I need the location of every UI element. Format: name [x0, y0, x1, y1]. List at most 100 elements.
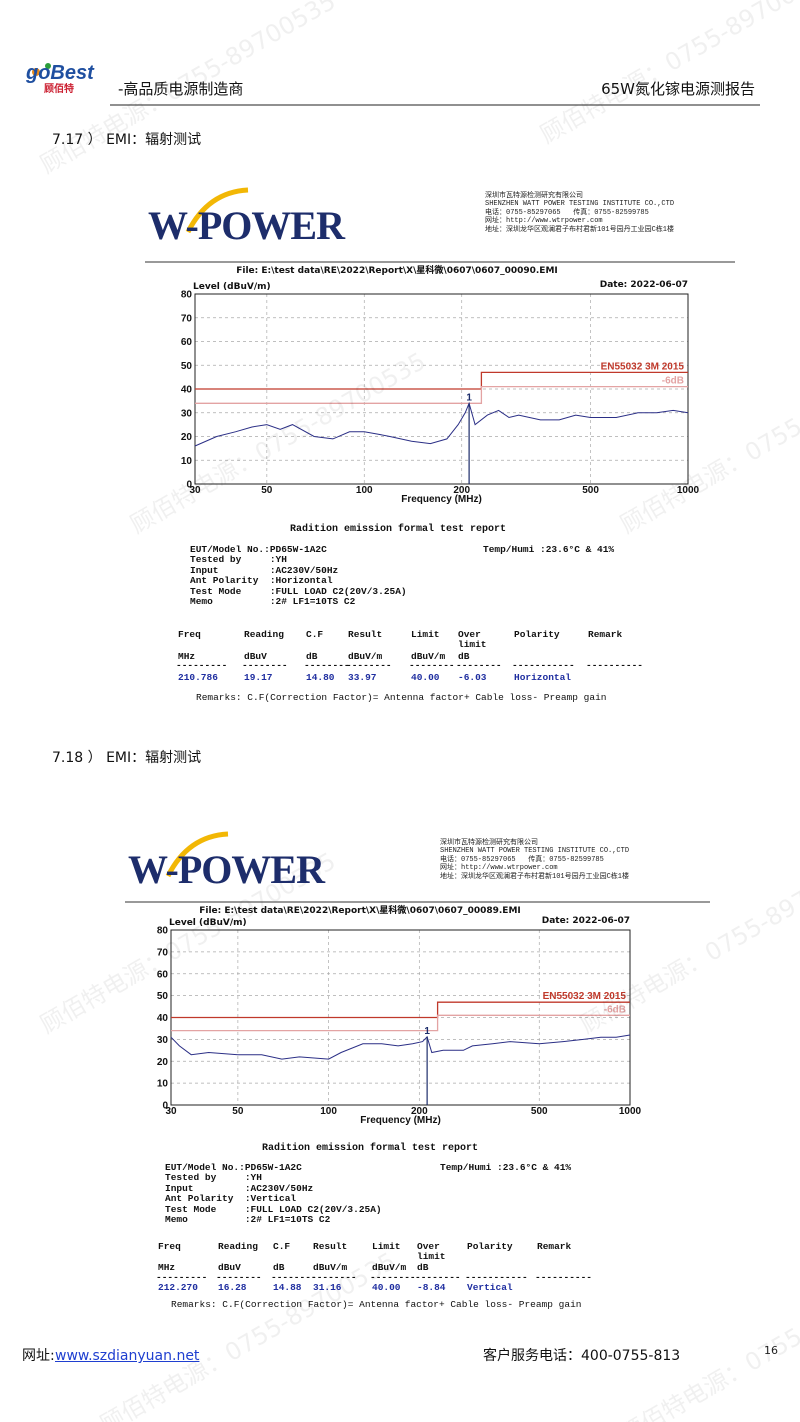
logo-dot	[45, 63, 51, 69]
table-header: Polarity	[467, 1241, 513, 1252]
y-tick-label: 0	[162, 1101, 168, 1112]
table-unit: MHz	[178, 651, 196, 662]
y-tick-label: 70	[157, 947, 169, 958]
footer-link[interactable]: www.szdianyuan.net	[55, 1348, 200, 1364]
table-dash: --------	[409, 660, 455, 671]
info-line: EUT/Model No.:PD65W-1A2C	[165, 1162, 302, 1173]
info-line: Memo :2# LF1=10TS C2	[190, 596, 356, 607]
remarks: Remarks: C.F(Correction Factor)= Antenna…	[171, 1299, 582, 1310]
table-header: Limit	[411, 629, 440, 640]
logo-dot	[32, 68, 40, 76]
table-unit: dBuV	[218, 1262, 241, 1273]
table-unit: dBuV/m	[313, 1262, 348, 1273]
table-dash: --------	[456, 660, 502, 671]
y-tick-label: 30	[181, 408, 193, 419]
table-header: Reading	[244, 629, 284, 640]
section-heading: 7.17 ） EMI：辐射测试	[52, 132, 202, 148]
y-tick-label: 40	[181, 385, 193, 396]
y-tick-label: 50	[181, 361, 193, 372]
lab-info: 网址：http://www.wtrpower.com	[485, 217, 603, 226]
table-cell: 31.16	[313, 1282, 342, 1293]
info-line: Test Mode :FULL LOAD C2(20V/3.25A)	[190, 585, 407, 597]
footer-site-label: 网址:	[22, 1348, 55, 1364]
info-line: EUT/Model No.:PD65W-1A2C	[190, 544, 327, 555]
report-title: Radition emission formal test report	[262, 1143, 479, 1154]
table-unit: dBuV/m	[372, 1262, 407, 1273]
x-tick-label: 500	[531, 1106, 548, 1117]
x-tick-label: 50	[261, 485, 273, 496]
lab-info: 地址：深圳龙华区观澜君子布村君新101号园丹工业园C栋1楼	[485, 225, 675, 234]
y-tick-label: 10	[157, 1079, 169, 1090]
info-line: Input :AC230V/50Hz	[190, 564, 339, 576]
series-line	[171, 1001, 630, 1019]
lab-info: 电话：0755-85297065 传真：0755-82599785	[485, 208, 649, 217]
table-unit: dB	[306, 651, 318, 662]
section-heading: 7.18 ） EMI：辐射测试	[52, 750, 202, 766]
lab-info: 网址：http://www.wtrpower.com	[440, 864, 558, 873]
table-header: Remark	[537, 1241, 572, 1252]
y-tick-label: 60	[181, 337, 193, 348]
table-unit: dB	[273, 1262, 285, 1273]
logo: goBest	[26, 62, 94, 84]
table-dash: ---------	[176, 660, 228, 671]
y-tick-label: 50	[157, 991, 169, 1002]
lab-info: 深圳市瓦特源检测研究有限公司	[485, 192, 583, 200]
info-line: Ant Polarity :Vertical	[165, 1193, 297, 1205]
lab-logo: W-POWER	[128, 847, 325, 892]
table-header: Result	[348, 629, 383, 640]
x-tick-label: 1000	[619, 1106, 642, 1117]
info-line: Memo :2# LF1=10TS C2	[165, 1214, 331, 1225]
table-cell: Horizontal	[514, 672, 572, 683]
marker-label: 1	[466, 392, 472, 403]
footer-phone: 客户服务电话：400-0755-813	[483, 1348, 681, 1364]
y-tick-label: 40	[157, 1013, 169, 1024]
page-number: 16	[764, 1344, 778, 1357]
table-dash: --------	[311, 1272, 357, 1283]
table-header: C.F	[306, 629, 324, 640]
series-label: EN55032 3M 2015	[601, 361, 685, 372]
logo-sub: 顾佰特	[44, 84, 74, 95]
lab-info: 电话：0755-85297065 传真：0755-82599785	[440, 855, 604, 864]
tagline: -高品质电源制造商	[118, 80, 244, 98]
table-header: Remark	[588, 629, 623, 640]
y-tick-label: 20	[157, 1057, 169, 1068]
x-axis-label: Frequency (MHz)	[360, 1115, 441, 1126]
file-path: File: E:\test data\RE\2022\Report\X\星科微\…	[199, 906, 521, 916]
table-cell: 40.00	[411, 672, 440, 683]
table-unit: dB	[417, 1262, 429, 1273]
series-line	[194, 401, 689, 447]
doc-title: 65W氮化镓电源测报告	[601, 80, 755, 98]
table-dash: -----------	[465, 1272, 528, 1283]
temp-humi: Temp/Humi :23.6°C & 41%	[440, 1162, 572, 1173]
series-line	[170, 1034, 631, 1060]
table-dash: ---------	[156, 1272, 208, 1283]
y-tick-label: 80	[181, 290, 193, 301]
table-dash: ----------	[535, 1272, 593, 1283]
table-header: Reading	[218, 1241, 258, 1252]
y-axis-label: Level (dBuV/m)	[169, 918, 247, 928]
x-tick-label: 500	[582, 485, 599, 496]
table-header: Polarity	[514, 629, 560, 640]
y-tick-label: 70	[181, 313, 193, 324]
report-title: Radition emission formal test report	[290, 524, 507, 535]
table-header: Over limit	[417, 1241, 446, 1263]
series-label: EN55032 3M 2015	[543, 991, 627, 1002]
lab-info: 深圳市瓦特源检测研究有限公司	[440, 839, 538, 847]
table-cell: 14.88	[273, 1282, 302, 1293]
x-tick-label: 30	[165, 1106, 177, 1117]
series-line	[195, 385, 688, 404]
info-line: Tested by :YH	[190, 554, 287, 566]
table-cell: 40.00	[372, 1282, 401, 1293]
y-tick-label: 0	[186, 480, 192, 491]
y-tick-label: 10	[181, 456, 193, 467]
y-tick-label: 80	[157, 926, 169, 937]
date: Date: 2022-06-07	[541, 916, 630, 926]
info-line: Ant Polarity :Horizontal	[190, 575, 333, 587]
x-tick-label: 100	[356, 485, 373, 496]
table-dash: --------	[271, 1272, 317, 1283]
x-tick-label: 30	[189, 485, 201, 496]
y-tick-label: 30	[157, 1035, 169, 1046]
table-dash: --------	[242, 660, 288, 671]
